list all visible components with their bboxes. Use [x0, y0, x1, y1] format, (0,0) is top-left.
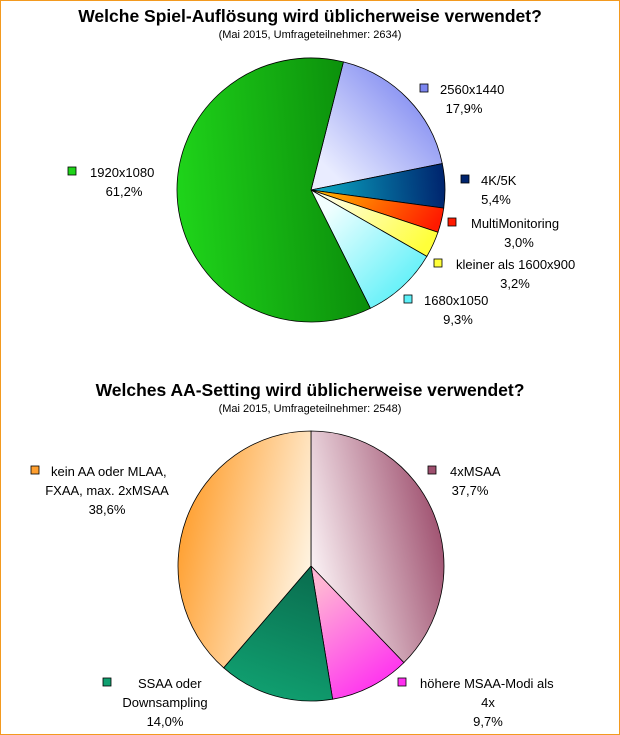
- legend-key-1-4: [433, 258, 443, 268]
- slice-label-1-3: MultiMonitoring: [471, 216, 559, 231]
- legend-key-2-3: [102, 677, 112, 687]
- pie-slice-1-6: [176, 57, 371, 323]
- slice-value-1-2: 5,4%: [481, 192, 511, 207]
- slice-label-1-6: 1920x1080: [90, 165, 154, 180]
- chart-title-aa: Welches AA-Setting wird üblicherweise ve…: [95, 380, 525, 400]
- slice-label-2-1: 4xMSAA: [450, 464, 501, 479]
- legend-key-1-1: [419, 83, 429, 93]
- slice-label-1-2: 4K/5K: [481, 173, 517, 188]
- pie-slice-2-1: [310, 430, 445, 664]
- slice-label-2-2: höhere MSAA-Modi als: [420, 676, 554, 691]
- slice-label-2-3: SSAA oder: [138, 676, 202, 691]
- slice-label-1-4: kleiner als 1600x900: [456, 257, 575, 272]
- slice-value-2-2: 9,7%: [473, 714, 503, 729]
- pie-slice-2-3: [223, 565, 334, 702]
- slice-value-2-4: 38,6%: [89, 502, 126, 517]
- chart-subtitle-aa: (Mai 2015, Umfrageteilnehmer: 2548): [218, 403, 402, 415]
- pie-slice-2-2: [310, 564, 405, 700]
- slice-label-1-5: 1680x1050: [424, 293, 488, 308]
- slice-label-2-4: kein AA oder MLAA,: [51, 464, 167, 479]
- slice-value-1-6: 61,2%: [106, 184, 143, 199]
- slice-value-1-1: 17,9%: [446, 101, 483, 116]
- legend-key-2-2: [397, 677, 407, 687]
- slice-label-2-3-line2: Downsampling: [122, 695, 207, 710]
- pie-slice-2-4: [177, 430, 312, 669]
- slice-value-2-1: 37,7%: [452, 483, 489, 498]
- slice-value-1-5: 9,3%: [443, 312, 473, 327]
- legend-key-1-3: [447, 217, 457, 227]
- legend-key-1-6: [67, 166, 77, 176]
- legend-key-1-5: [403, 294, 413, 304]
- legend-key-2-1: [427, 465, 437, 475]
- slice-value-2-3: 14,0%: [147, 714, 184, 729]
- slice-label-2-2-line2: 4x: [481, 695, 495, 710]
- chart-title-resolution: Welche Spiel-Auflösung wird üblicherweis…: [78, 6, 542, 26]
- slice-value-1-3: 3,0%: [504, 235, 534, 250]
- slice-label-1-1: 2560x1440: [440, 82, 504, 97]
- pie-chart-2: 4xMSAA 37,7% höhere MSAA-Modi als 4x 9,7% SSA…: [30, 430, 554, 729]
- pie-slice-1-1: [310, 61, 443, 191]
- legend-key-2-4: [30, 465, 40, 475]
- pie-chart-1: 2560x1440 17,9% 4K/5K 5,4% MultiMonitoring 3,…: [67, 57, 575, 327]
- pie-slice-1-5: [310, 188, 428, 309]
- chart-subtitle-resolution: (Mai 2015, Umfrageteilnehmer: 2634): [218, 29, 402, 41]
- slice-label-2-4-line2: FXAA, max. 2xMSAA: [45, 483, 169, 498]
- legend-key-1-2: [460, 174, 470, 184]
- slice-value-1-4: 3,2%: [500, 276, 530, 291]
